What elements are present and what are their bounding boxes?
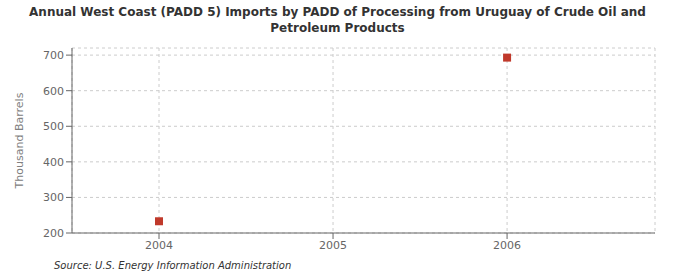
svg-text:300: 300: [43, 191, 64, 204]
svg-text:700: 700: [43, 49, 64, 62]
html-text:Annual West Coast (PADD 5) Imp: Annual West Coast (PADD 5) Imports by PA…: [29, 5, 646, 19]
html-text:Source: U.S. Energy Informatio: Source: U.S. Energy Information Administ…: [54, 260, 292, 271]
html-text:Petroleum Products: Petroleum Products: [270, 21, 405, 35]
svg-text:500: 500: [43, 120, 64, 133]
svg-text:2004: 2004: [145, 239, 173, 252]
svg-text:200: 200: [43, 227, 64, 240]
svg-text:2005: 2005: [319, 239, 347, 252]
svg-text:600: 600: [43, 85, 64, 98]
svg-text:2006: 2006: [493, 239, 521, 252]
svg-text:400: 400: [43, 156, 64, 169]
svg-text:Thousand Barrels: Thousand Barrels: [13, 92, 26, 189]
